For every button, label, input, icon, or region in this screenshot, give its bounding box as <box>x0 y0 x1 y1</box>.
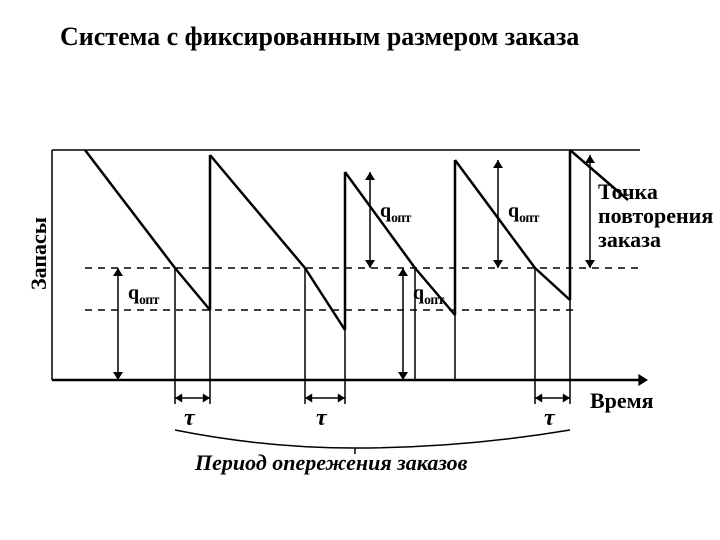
qopt-label: qопт <box>380 200 411 226</box>
qopt-label: qопт <box>508 200 539 226</box>
qopt-label: qопт <box>128 282 159 308</box>
tau-label: τ <box>316 405 327 432</box>
sawtooth-diagram <box>0 0 720 540</box>
tau-label: τ <box>544 405 555 432</box>
page: { "title": "Система с фиксированным разм… <box>0 0 720 540</box>
tau-label: τ <box>184 405 195 432</box>
qopt-label: qопт <box>413 282 444 308</box>
